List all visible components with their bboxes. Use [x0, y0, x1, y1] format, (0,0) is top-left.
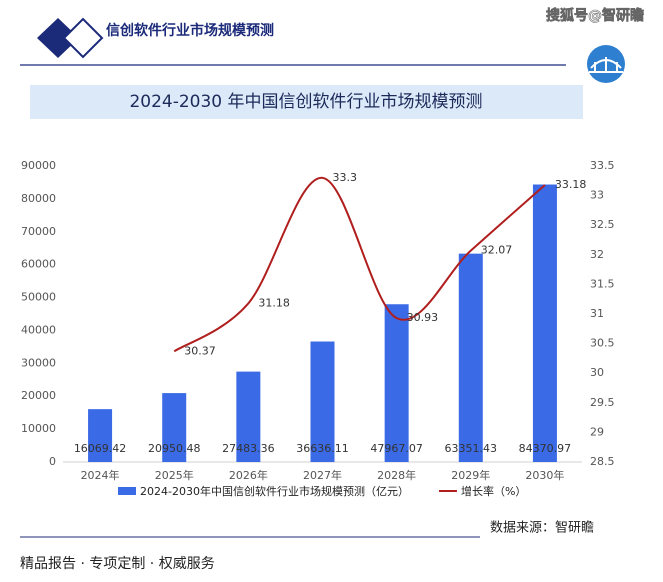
bar-label: 47967.07 — [370, 442, 423, 455]
bar-label: 84370.97 — [519, 442, 572, 455]
y-tick-label: 50000 — [21, 291, 56, 304]
x-tick-label: 2025年 — [155, 468, 194, 482]
plot: 0 10000 20000 30000 40000 50000 60000 70000 8000… — [21, 159, 615, 498]
y2-tick-label: 31 — [590, 307, 604, 320]
title-band — [30, 85, 583, 119]
y2-tick-label: 31.5 — [590, 277, 615, 290]
bar-label: 63351.43 — [445, 442, 498, 455]
y2-tick-label: 30.5 — [590, 337, 615, 350]
legend-swatch — [118, 487, 136, 495]
header-logo — [37, 17, 104, 59]
legend-label: 增长率（%） — [461, 484, 526, 498]
line-label: 30.93 — [407, 311, 439, 324]
bar — [384, 304, 409, 462]
x-tick-label: 2026年 — [229, 468, 268, 482]
y2-tick-label: 32.5 — [590, 218, 615, 231]
y-tick-label: 60000 — [21, 258, 56, 271]
y2-tick-label: 30 — [590, 366, 604, 379]
line-label: 32.07 — [481, 244, 513, 257]
x-tick-label: 2024年 — [81, 468, 120, 482]
bar — [162, 393, 187, 462]
bar-label: 16069.42 — [74, 442, 127, 455]
x-tick-label: 2028年 — [377, 468, 416, 482]
y2-tick-label: 32 — [590, 248, 604, 261]
y2-tick-label: 29 — [590, 425, 604, 438]
bar — [310, 341, 335, 462]
y-tick-label: 10000 — [21, 422, 56, 435]
bar-label: 36636.11 — [296, 442, 349, 455]
legend-label: 2024-2030年中国信创软件行业市场规模预测（亿元） — [140, 484, 409, 498]
y2-tick-label: 28.5 — [590, 455, 615, 468]
line-label: 33.3 — [333, 171, 358, 184]
growth-line — [173, 176, 546, 353]
line-label: 31.18 — [258, 296, 290, 309]
x-tick-label: 2029年 — [451, 468, 490, 482]
chart-title: 2024-2030 年中国信创软件行业市场规模预测 — [129, 92, 482, 112]
bar-label: 27483.36 — [222, 442, 275, 455]
source: 数据来源：智研瞻 — [490, 521, 594, 536]
bar — [236, 371, 261, 462]
watermark: 搜狐号@智研瞻 — [546, 7, 644, 24]
bar — [532, 184, 557, 463]
y-tick-label: 30000 — [21, 356, 56, 369]
y-tick-label: 40000 — [21, 323, 56, 336]
x-tick-label: 2027年 — [303, 468, 342, 482]
line-label: 33.18 — [555, 178, 587, 191]
y-tick-label: 70000 — [21, 225, 56, 238]
y-tick-label: 0 — [49, 455, 56, 468]
bar — [88, 409, 113, 462]
header-title: 信创软件行业市场规模预测 — [106, 22, 274, 39]
x-tick-label: 2030年 — [525, 468, 564, 482]
y-tick-label: 90000 — [21, 159, 56, 172]
y2-tick-label: 29.5 — [590, 396, 615, 409]
bar — [458, 253, 483, 462]
y2-tick-label: 33.5 — [590, 159, 615, 172]
corner-logo — [587, 45, 625, 83]
y-tick-label: 80000 — [21, 192, 56, 205]
bar-label: 20950.48 — [148, 442, 201, 455]
line-label: 30.37 — [184, 344, 216, 357]
y-tick-label: 20000 — [21, 389, 56, 402]
tagline: 精品报告 · 专项定制 · 权威服务 — [20, 556, 215, 572]
y2-tick-label: 33 — [590, 189, 604, 202]
